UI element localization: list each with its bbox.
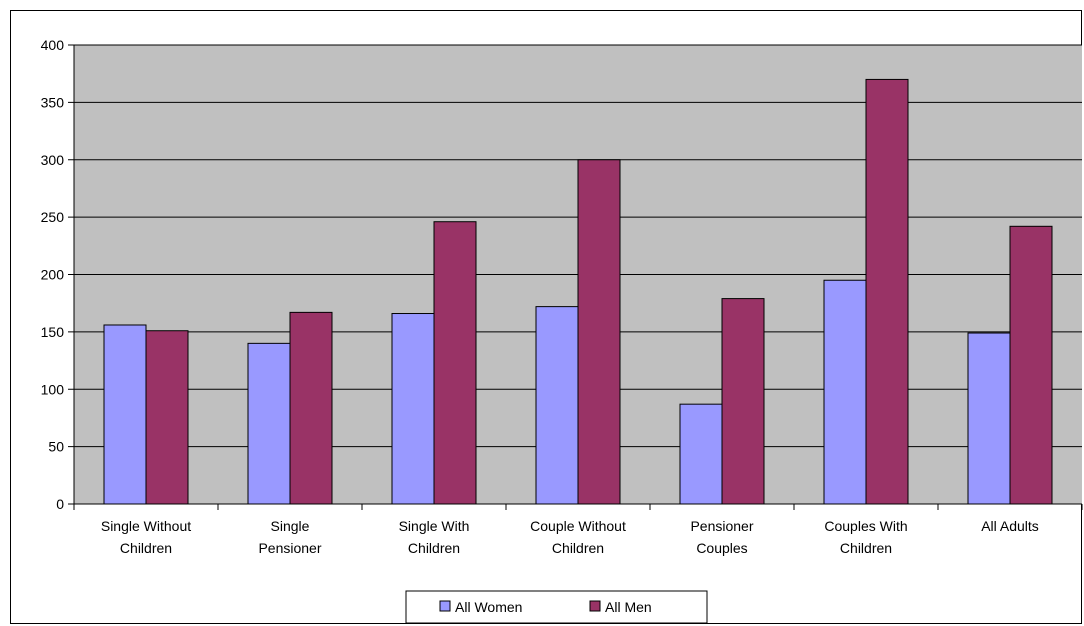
x-category-label: Children bbox=[408, 540, 460, 556]
bar-all-men bbox=[1009, 225, 1053, 505]
bar-all-women bbox=[535, 306, 579, 505]
bar-all-men bbox=[721, 298, 765, 505]
y-tick-label: 250 bbox=[41, 209, 65, 225]
bar-all-women bbox=[103, 324, 147, 505]
bar-all-men bbox=[145, 330, 189, 505]
y-tick-label: 0 bbox=[56, 496, 64, 512]
x-category-label: Pensioner bbox=[690, 518, 753, 534]
bar-all-women bbox=[679, 403, 723, 505]
legend-label: All Women bbox=[455, 599, 522, 615]
bar-all-men bbox=[577, 159, 621, 505]
legend-swatch bbox=[439, 600, 451, 612]
x-category-label: Single bbox=[271, 518, 310, 534]
legend-swatch bbox=[589, 600, 601, 612]
x-category-label: Single Without bbox=[101, 518, 191, 534]
x-category-label: Couple Without bbox=[530, 518, 626, 534]
legend-box bbox=[405, 590, 708, 624]
bar-all-women bbox=[391, 313, 435, 505]
y-tick-label: 200 bbox=[41, 267, 65, 283]
y-tick-label: 300 bbox=[41, 152, 65, 168]
y-tick-label: 50 bbox=[48, 439, 64, 455]
y-tick-label: 100 bbox=[41, 381, 65, 397]
bar-all-men bbox=[289, 311, 333, 505]
x-category-label: Children bbox=[552, 540, 604, 556]
bar-all-women bbox=[823, 279, 867, 505]
bar-all-women bbox=[247, 342, 291, 505]
x-category-label: All Adults bbox=[981, 518, 1039, 534]
x-category-label: Pensioner bbox=[258, 540, 321, 556]
y-tick-label: 400 bbox=[41, 37, 65, 53]
bar-all-women bbox=[967, 332, 1011, 505]
bar-all-men bbox=[865, 78, 909, 505]
x-category-label: Children bbox=[120, 540, 172, 556]
legend-label: All Men bbox=[605, 599, 652, 615]
bar-all-men bbox=[433, 221, 477, 505]
y-tick-label: 350 bbox=[41, 94, 65, 110]
x-category-label: Single With bbox=[399, 518, 470, 534]
x-category-label: Children bbox=[840, 540, 892, 556]
x-category-label: Couples bbox=[696, 540, 747, 556]
y-tick-label: 150 bbox=[41, 324, 65, 340]
x-category-label: Couples With bbox=[824, 518, 907, 534]
